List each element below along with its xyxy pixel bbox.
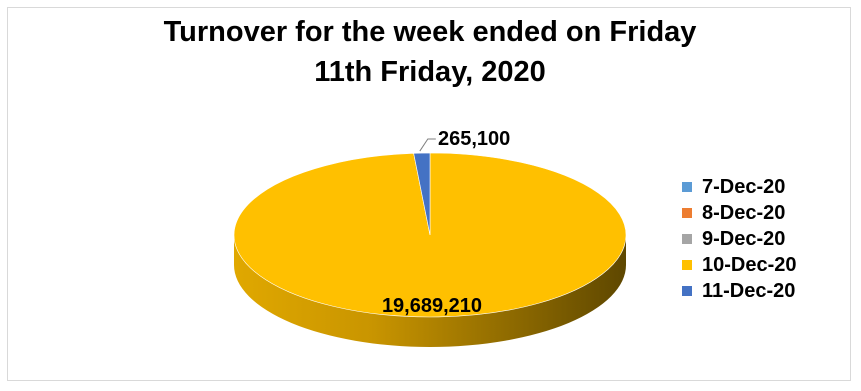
legend-item-9-dec-20: 9-Dec-20 xyxy=(682,226,797,252)
legend-item-8-dec-20: 8-Dec-20 xyxy=(682,200,797,226)
legend-item-10-dec-20: 10-Dec-20 xyxy=(682,252,797,278)
legend-swatch xyxy=(682,260,692,270)
legend-label: 11-Dec-20 xyxy=(702,279,796,302)
chart-title-line-1: Turnover for the week ended on Friday xyxy=(163,16,697,48)
legend-swatch xyxy=(682,208,692,218)
legend-label: 8-Dec-20 xyxy=(702,201,786,224)
chart-title-line-2: 11th Friday, 2020 xyxy=(314,56,546,88)
legend-item-7-dec-20: 7-Dec-20 xyxy=(682,174,797,200)
legend-swatch xyxy=(682,234,692,244)
legend-swatch xyxy=(682,286,692,296)
pie-slice-11-dec-20 xyxy=(413,152,431,236)
data-label-11-dec-20: 265,100 xyxy=(438,128,510,150)
legend-item-11-dec-20: 11-Dec-20 xyxy=(682,278,797,304)
pie-side-wall xyxy=(234,235,626,347)
chart-title: Turnover for the week ended on Friday 11… xyxy=(0,12,860,92)
legend-label: 10-Dec-20 xyxy=(702,253,797,276)
legend-label: 7-Dec-20 xyxy=(702,175,786,198)
data-label-10-dec-20: 19,689,210 xyxy=(382,295,482,317)
legend-label: 9-Dec-20 xyxy=(702,227,786,250)
chart-legend: 7-Dec-20 8-Dec-20 9-Dec-20 10-Dec-20 11-… xyxy=(682,174,797,304)
legend-swatch xyxy=(682,182,692,192)
data-label-leader-line xyxy=(419,138,436,152)
